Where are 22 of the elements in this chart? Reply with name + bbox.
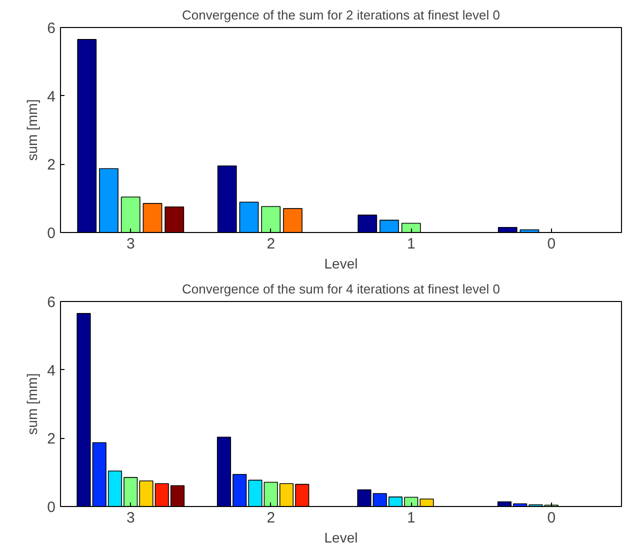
y-axis-title: sum [mm] — [24, 373, 40, 435]
chart-title: Convergence of the sum for 4 iterations at finest level 0 — [182, 282, 500, 296]
x-tick-label: 1 — [406, 510, 416, 526]
y-axis-title: sum [mm] — [24, 99, 40, 161]
y-tick-label: 4 — [47, 88, 56, 106]
y-tick-label: 6 — [47, 294, 56, 311]
y-tick-label: 2 — [47, 156, 56, 174]
y-tick-label: 6 — [47, 20, 56, 37]
y-tick-label: 0 — [47, 499, 56, 516]
y-tick-label: 2 — [47, 430, 56, 448]
x-tick-label: 3 — [126, 510, 135, 526]
x-axis-title: Level — [324, 256, 358, 272]
x-axis-title: Level — [324, 530, 358, 546]
x-tick-label: 0 — [547, 510, 556, 526]
x-tick-label: 3 — [126, 236, 135, 252]
x-tick-label: 2 — [266, 236, 276, 252]
x-tick-label: 2 — [266, 510, 276, 526]
x-tick-label: 1 — [406, 236, 416, 252]
chart-title: Convergence of the sum for 2 iterations at finest level 0 — [182, 8, 500, 22]
y-tick-label: 4 — [47, 362, 56, 380]
x-tick-label: 0 — [547, 236, 556, 252]
y-tick-label: 0 — [47, 225, 56, 242]
